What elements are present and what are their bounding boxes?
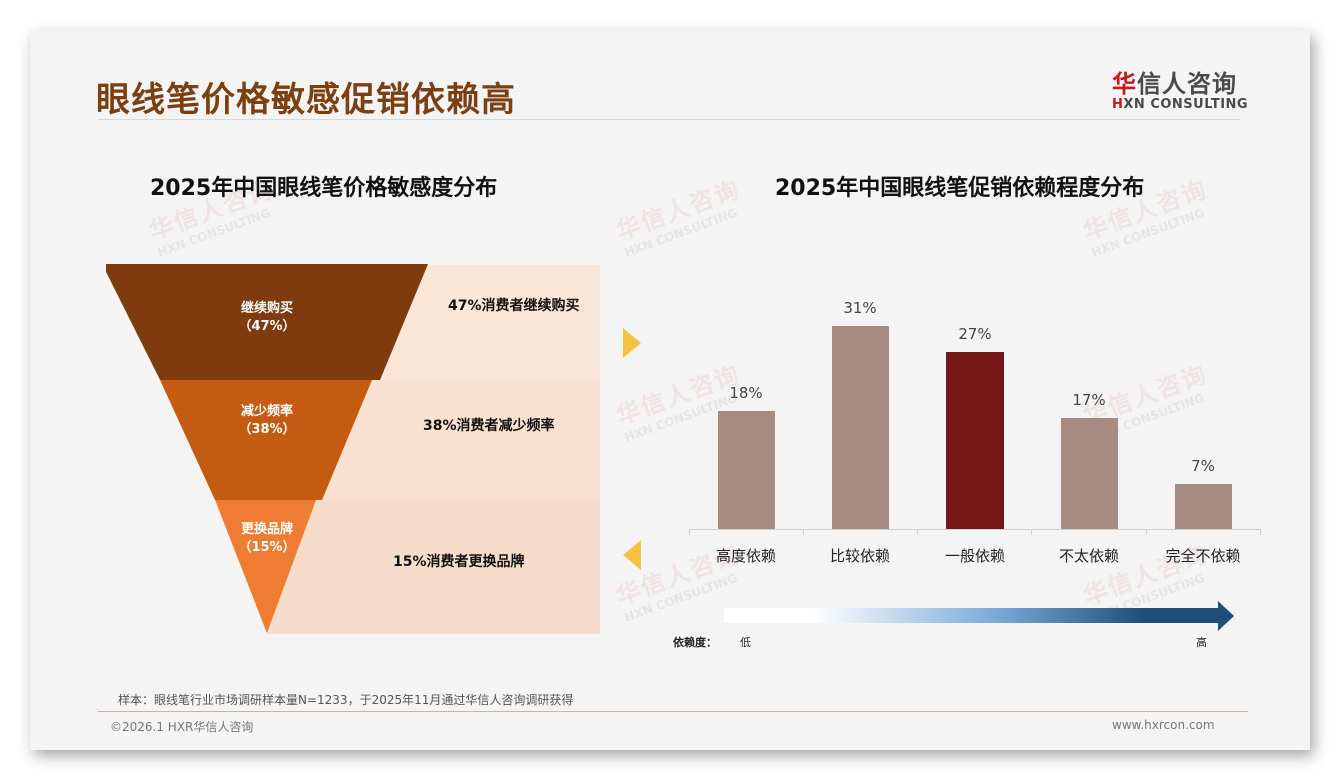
logo-en: HXN CONSULTING xyxy=(1112,97,1249,112)
scale-low: 低 xyxy=(740,636,751,649)
copyright: ©2026.1 HXR华信人咨询 xyxy=(110,720,254,734)
funnel-label-3: 更换品牌 （15%） xyxy=(238,522,296,555)
funnel-segment-2 xyxy=(160,380,372,500)
company-logo: 华信人咨询 HXN CONSULTING xyxy=(1112,64,1248,112)
bar-category: 比较依赖 xyxy=(829,547,890,565)
bar-value: 18% xyxy=(729,384,763,402)
scale-label: 依赖度： xyxy=(673,636,717,649)
funnel-chart-title: 2025年中国眼线笔价格敏感度分布 xyxy=(150,176,498,201)
triangle-left-icon xyxy=(623,540,641,570)
bar-category: 完全不依赖 xyxy=(1165,547,1241,565)
bar-category: 不太依赖 xyxy=(1058,547,1119,565)
x-axis xyxy=(689,529,1261,530)
triangle-right-icon xyxy=(623,328,641,358)
bar-value: 17% xyxy=(1072,391,1106,409)
bar-value: 31% xyxy=(843,299,877,317)
funnel-desc-2: 38%消费者减少频率 xyxy=(423,418,555,434)
funnel-desc-1: 47%消费者继续购买 xyxy=(448,298,580,314)
funnel-desc-3: 15%消费者更换品牌 xyxy=(393,554,525,570)
gradient-arrow xyxy=(724,601,1234,631)
logo-cn: 华信人咨询 xyxy=(1112,70,1237,98)
bar-moderate-reliance xyxy=(946,352,1004,529)
funnel-segment-3 xyxy=(215,500,316,633)
title-divider xyxy=(98,119,1240,120)
bar-value: 27% xyxy=(958,325,992,343)
page-title: 眼线笔价格敏感促销依赖高 xyxy=(96,80,516,120)
bar-category: 高度依赖 xyxy=(715,547,776,565)
bar-no-reliance xyxy=(1175,484,1232,529)
bar-fairly-reliant xyxy=(832,326,889,529)
bar-category: 一般依赖 xyxy=(944,547,1005,565)
slide: 眼线笔价格敏感促销依赖高 华信人咨询 HXN CONSULTING 华信人咨询 H… xyxy=(30,30,1310,750)
bar-high-reliance xyxy=(718,411,775,529)
sample-footnote: 样本：眼线笔行业市场调研样本量N=1233，于2025年11月通过华信人咨询调研… xyxy=(118,693,574,707)
footer-divider xyxy=(98,711,1248,712)
bar-value: 7% xyxy=(1191,457,1215,475)
website-link[interactable]: www.hxrcon.com xyxy=(1112,718,1215,732)
bar-chart-title: 2025年中国眼线笔促销依赖程度分布 xyxy=(775,176,1145,201)
scale-high: 高 xyxy=(1196,636,1207,649)
funnel-label-1: 继续购买 （47%） xyxy=(238,301,296,334)
funnel-label-2: 减少频率 （38%） xyxy=(238,404,296,437)
funnel-segment-1 xyxy=(102,264,428,380)
bar-low-reliance xyxy=(1061,418,1118,529)
